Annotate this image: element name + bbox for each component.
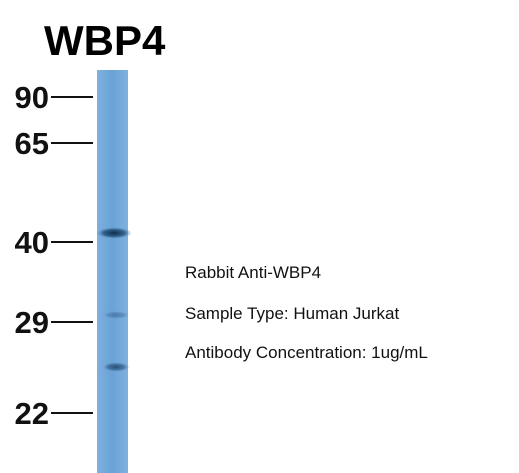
band bbox=[102, 311, 130, 319]
band bbox=[96, 227, 132, 239]
annotation: Antibody Concentration: 1ug/mL bbox=[185, 343, 428, 362]
marker-label: 22 bbox=[15, 396, 49, 431]
annotation: Sample Type: Human Jurkat bbox=[185, 304, 399, 323]
blot-title: WBP4 bbox=[44, 17, 166, 64]
marker-label: 40 bbox=[15, 225, 49, 260]
band bbox=[102, 362, 130, 372]
lane bbox=[97, 70, 128, 473]
annotation: Rabbit Anti-WBP4 bbox=[185, 263, 321, 282]
background bbox=[0, 0, 519, 473]
marker-label: 29 bbox=[15, 305, 49, 340]
blot-figure: WBP4 90 65 40 29 22 Rabbit Anti-WBP4 Sample T… bbox=[0, 0, 519, 473]
marker-label: 65 bbox=[15, 126, 49, 161]
marker-label: 90 bbox=[15, 80, 49, 115]
